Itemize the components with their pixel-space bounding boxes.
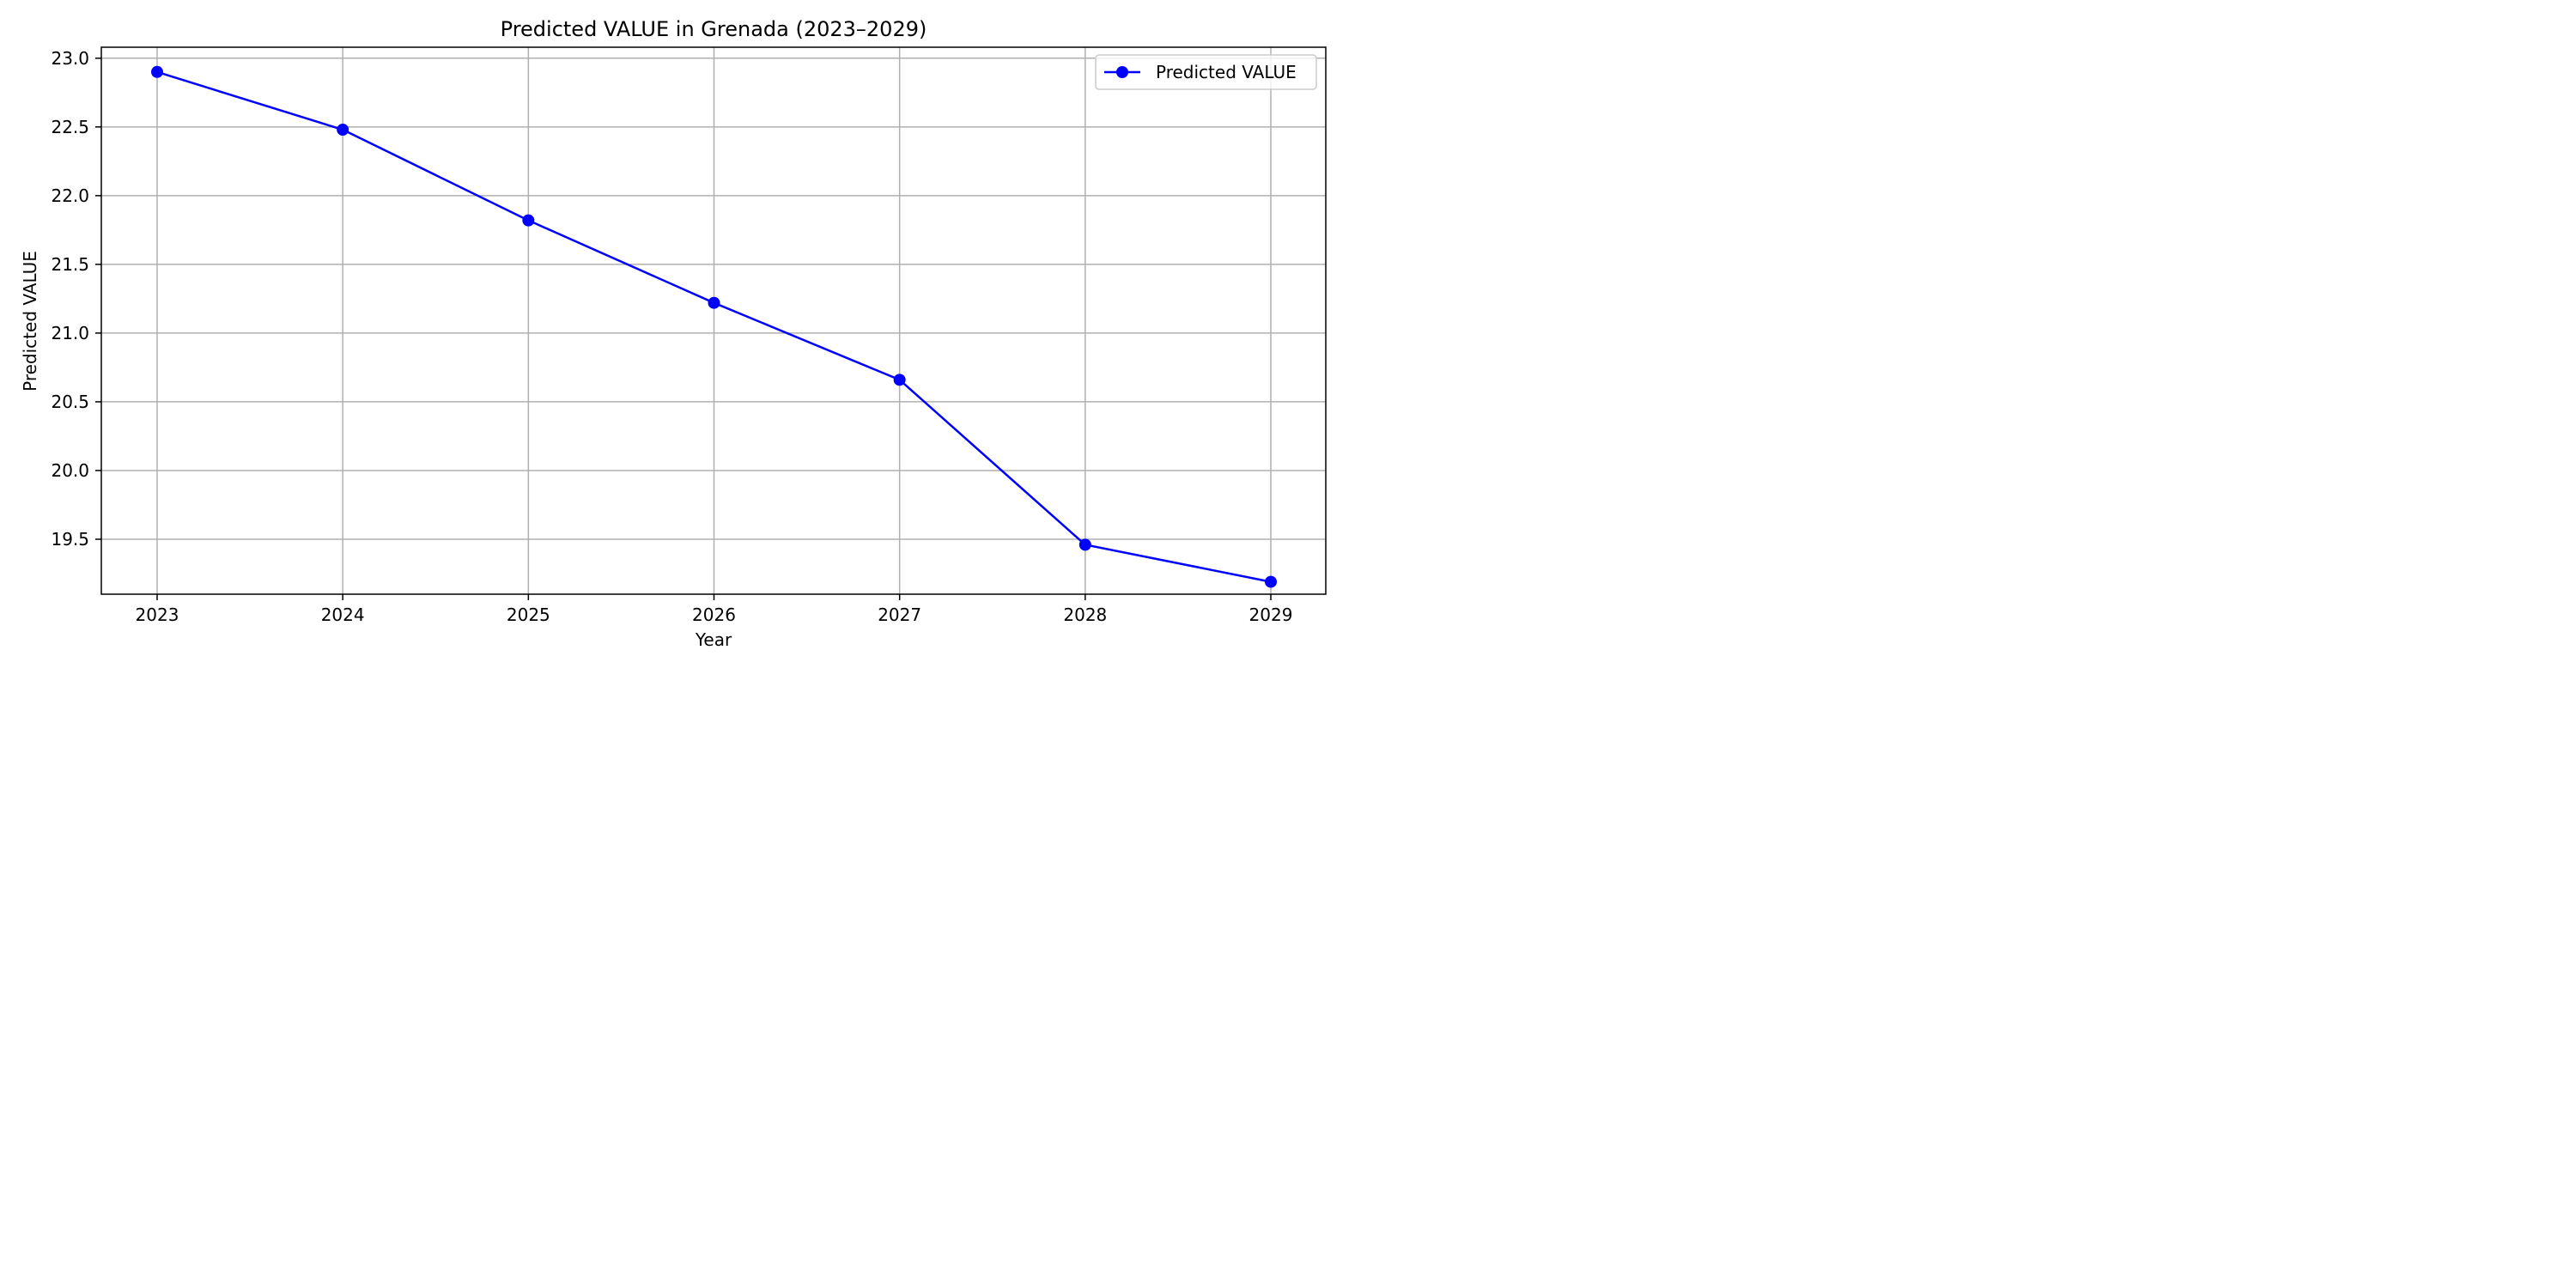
data-point <box>337 124 349 137</box>
data-point <box>708 296 720 309</box>
y-axis-ticks: 19.5 20.0 20.5 21.0 21.5 22.0 22.5 23.0 <box>51 48 101 550</box>
y-tick-label: 22.5 <box>51 117 89 137</box>
series-markers <box>151 65 1277 588</box>
legend: Predicted VALUE <box>1095 54 1317 90</box>
legend-box <box>1095 54 1317 90</box>
data-point <box>893 374 906 386</box>
data-point <box>1078 538 1091 551</box>
x-tick-label: 2029 <box>1249 605 1293 625</box>
x-axis-title: Year <box>695 629 732 650</box>
data-point <box>1265 575 1277 588</box>
legend-label: Predicted VALUE <box>1156 62 1297 82</box>
x-tick-label: 2027 <box>878 605 921 625</box>
y-tick-label: 20.5 <box>51 392 89 412</box>
x-tick-label: 2026 <box>692 605 736 625</box>
chart-background <box>0 0 1343 671</box>
x-tick-label: 2023 <box>136 605 179 625</box>
data-point <box>522 214 535 227</box>
x-tick-label: 2024 <box>321 605 365 625</box>
x-tick-label: 2028 <box>1063 605 1107 625</box>
x-axis-ticks: 2023 2024 2025 2026 2027 2028 2029 <box>136 594 1293 625</box>
y-tick-label: 19.5 <box>51 529 89 550</box>
y-tick-label: 22.0 <box>51 185 89 206</box>
legend-marker-swatch <box>1116 66 1128 78</box>
x-tick-label: 2025 <box>507 605 550 625</box>
y-tick-label: 21.0 <box>51 323 89 343</box>
data-point <box>151 65 163 78</box>
y-tick-label: 20.0 <box>51 460 89 481</box>
y-axis-title: Predicted VALUE <box>20 251 40 392</box>
line-chart: Predicted VALUE in Grenada (2023–2029) 2… <box>0 0 1343 671</box>
chart-title: Predicted VALUE in Grenada (2023–2029) <box>501 17 927 41</box>
grid <box>101 47 1326 594</box>
y-tick-label: 21.5 <box>51 254 89 275</box>
y-tick-label: 23.0 <box>51 48 89 69</box>
